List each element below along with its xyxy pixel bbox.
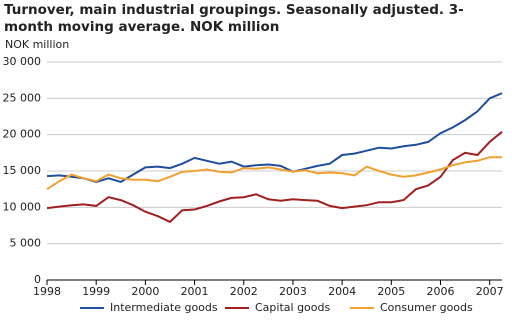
legend-label: Intermediate goods <box>110 301 218 314</box>
x-tick-label: 2002 <box>230 285 258 298</box>
y-tick-label: 30 000 <box>3 55 42 68</box>
y-tick-label: 5 000 <box>10 237 42 250</box>
x-tick-label: 2006 <box>427 285 455 298</box>
x-tick-label: 2004 <box>328 285 356 298</box>
x-tick-label: 2000 <box>131 285 159 298</box>
y-tick-label: 10 000 <box>3 200 42 213</box>
x-tick-label: 2003 <box>279 285 307 298</box>
legend-label: Consumer goods <box>380 301 473 314</box>
y-tick-label: 0 <box>34 273 41 286</box>
y-axis-label: NOK million <box>5 38 69 51</box>
y-tick-label: 25 000 <box>3 91 42 104</box>
x-tick-label: 2001 <box>181 285 209 298</box>
y-tick-label: 20 000 <box>3 128 42 141</box>
series-line <box>46 131 503 224</box>
x-tick-label: 1998 <box>33 285 61 298</box>
series-line <box>46 156 502 191</box>
x-tick-label: 1999 <box>82 285 110 298</box>
title-box: Turnover, main industrial groupings. Sea… <box>4 2 464 35</box>
series-line <box>46 92 503 183</box>
x-tick-label: 2007 <box>476 285 504 298</box>
x-tick-label: 2005 <box>377 285 405 298</box>
chart-title: Turnover, main industrial groupings. Sea… <box>4 2 464 35</box>
y-tick-label: 15 000 <box>3 164 42 177</box>
legend-label: Capital goods <box>255 301 330 314</box>
